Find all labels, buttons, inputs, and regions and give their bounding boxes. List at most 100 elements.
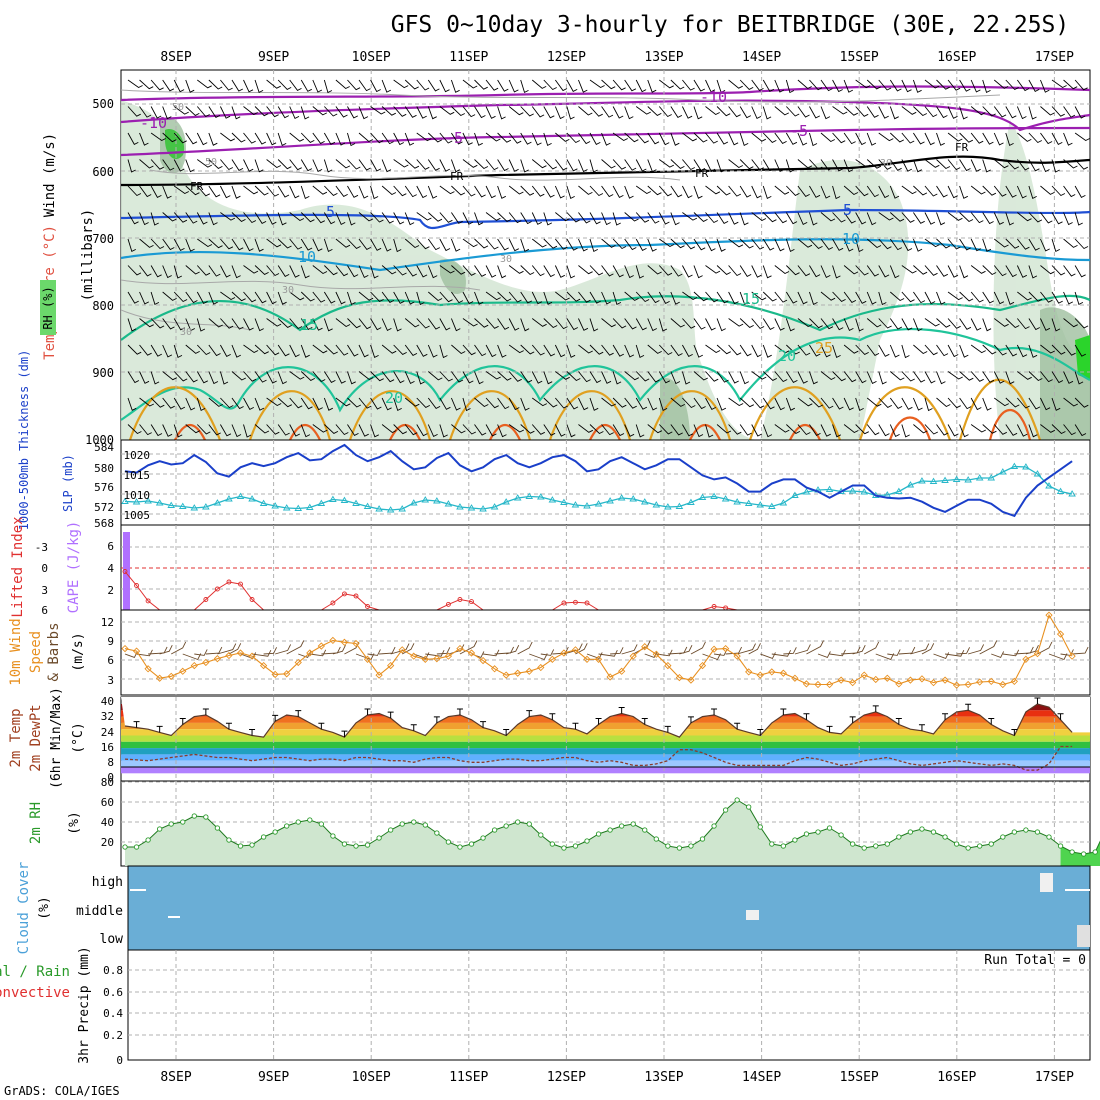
rh-marker (838, 832, 844, 838)
label-rh30-d: 30 (880, 158, 892, 169)
rh-marker (1092, 849, 1098, 855)
upper-barb (1005, 106, 1017, 119)
upper-barb (162, 318, 175, 330)
upper-barb (1063, 106, 1076, 118)
upper-barb (855, 318, 864, 332)
upper-barb (809, 79, 823, 91)
rh-marker (1034, 829, 1041, 835)
upper-barb (578, 424, 594, 433)
li-marker (214, 586, 220, 592)
upper-barb (855, 291, 867, 304)
upper-barb (196, 265, 211, 276)
upper-barb (462, 371, 474, 384)
label-rh50-a: 50 (172, 102, 184, 113)
upper-barb (601, 344, 614, 356)
upper-barb (416, 291, 425, 306)
upper-barb (219, 371, 229, 385)
upper-barb (289, 397, 303, 409)
thickness-marker (444, 500, 453, 507)
upper-barb (323, 371, 336, 383)
upper-barb (1074, 291, 1084, 306)
upper-barb (1028, 159, 1040, 172)
upper-barb (335, 238, 351, 248)
upper-barb (139, 159, 154, 169)
upper-barb (670, 265, 683, 277)
upper-barb (901, 185, 917, 195)
li-marker (353, 593, 359, 599)
upper-barb (254, 79, 264, 94)
upper-barb (774, 344, 790, 354)
upper-barb (739, 424, 752, 436)
p-tick-900: 900 (92, 366, 114, 380)
upper-barb (924, 185, 938, 197)
upper-barb (393, 79, 409, 89)
p-tick-800: 800 (92, 299, 114, 313)
upper-barb (601, 106, 614, 118)
upper-barb (982, 185, 997, 196)
upper-barb (497, 79, 509, 92)
upper-barb (982, 106, 996, 117)
wind-barb (679, 644, 693, 655)
temp-whisker (526, 710, 533, 717)
upper-barb (520, 159, 529, 173)
upper-barb (1028, 185, 1037, 200)
upper-barb (485, 397, 499, 409)
upper-barb (474, 291, 484, 305)
upper-barb (855, 106, 869, 117)
upper-barb (1051, 424, 1066, 435)
upper-barb (393, 132, 405, 146)
thickness-marker (421, 496, 430, 503)
upper-barb (785, 318, 795, 332)
upper-barb (474, 185, 486, 198)
upper-barb (647, 238, 657, 252)
upper-barb (982, 291, 995, 304)
upper-barb (612, 344, 625, 357)
upper-barb (566, 238, 578, 251)
upper-barb (751, 344, 762, 358)
cape-bars (123, 532, 130, 610)
upper-barb (1028, 424, 1038, 438)
upper-barb (427, 424, 438, 438)
upper-barb (393, 106, 407, 117)
upper-barb (543, 318, 558, 329)
upper-barb (173, 371, 188, 382)
upper-barb (370, 371, 384, 382)
upper-barb (658, 397, 668, 412)
upper-barb (889, 344, 900, 358)
upper-barb (520, 106, 534, 117)
temp-whisker (433, 716, 440, 723)
temp-whisker (410, 724, 417, 731)
upper-barb (716, 185, 731, 196)
rh-marker (1057, 843, 1064, 849)
rh-tick-60: 60 (101, 796, 114, 809)
wind-marker (1033, 649, 1042, 658)
rh-marker (237, 843, 244, 849)
upper-barb (1074, 265, 1086, 278)
upper-barb (416, 371, 425, 385)
upper-barb (1016, 318, 1030, 330)
upper-barb (266, 291, 277, 305)
upper-barb (820, 132, 836, 143)
upper-barb (936, 132, 945, 146)
upper-barb (335, 185, 348, 197)
upper-barb (474, 344, 487, 357)
upper-barb (670, 318, 685, 328)
upper-barb (231, 424, 242, 438)
upper-barb (1016, 344, 1028, 358)
dewpoint-line (124, 745, 1073, 771)
wind-barb (182, 653, 202, 661)
upper-barb (497, 397, 510, 410)
upper-barb (381, 79, 392, 93)
upper-barb (855, 371, 867, 384)
wind-barb (217, 643, 237, 655)
thickness-marker (513, 494, 522, 501)
upper-barb (670, 344, 683, 357)
upper-barb (462, 397, 471, 412)
upper-barb (127, 344, 142, 355)
upper-barb (993, 238, 1009, 248)
wind-marker (456, 644, 464, 653)
upper-barb (889, 79, 902, 92)
upper-barb (185, 424, 201, 434)
upper-barb (889, 318, 903, 330)
upper-barb (393, 344, 407, 355)
